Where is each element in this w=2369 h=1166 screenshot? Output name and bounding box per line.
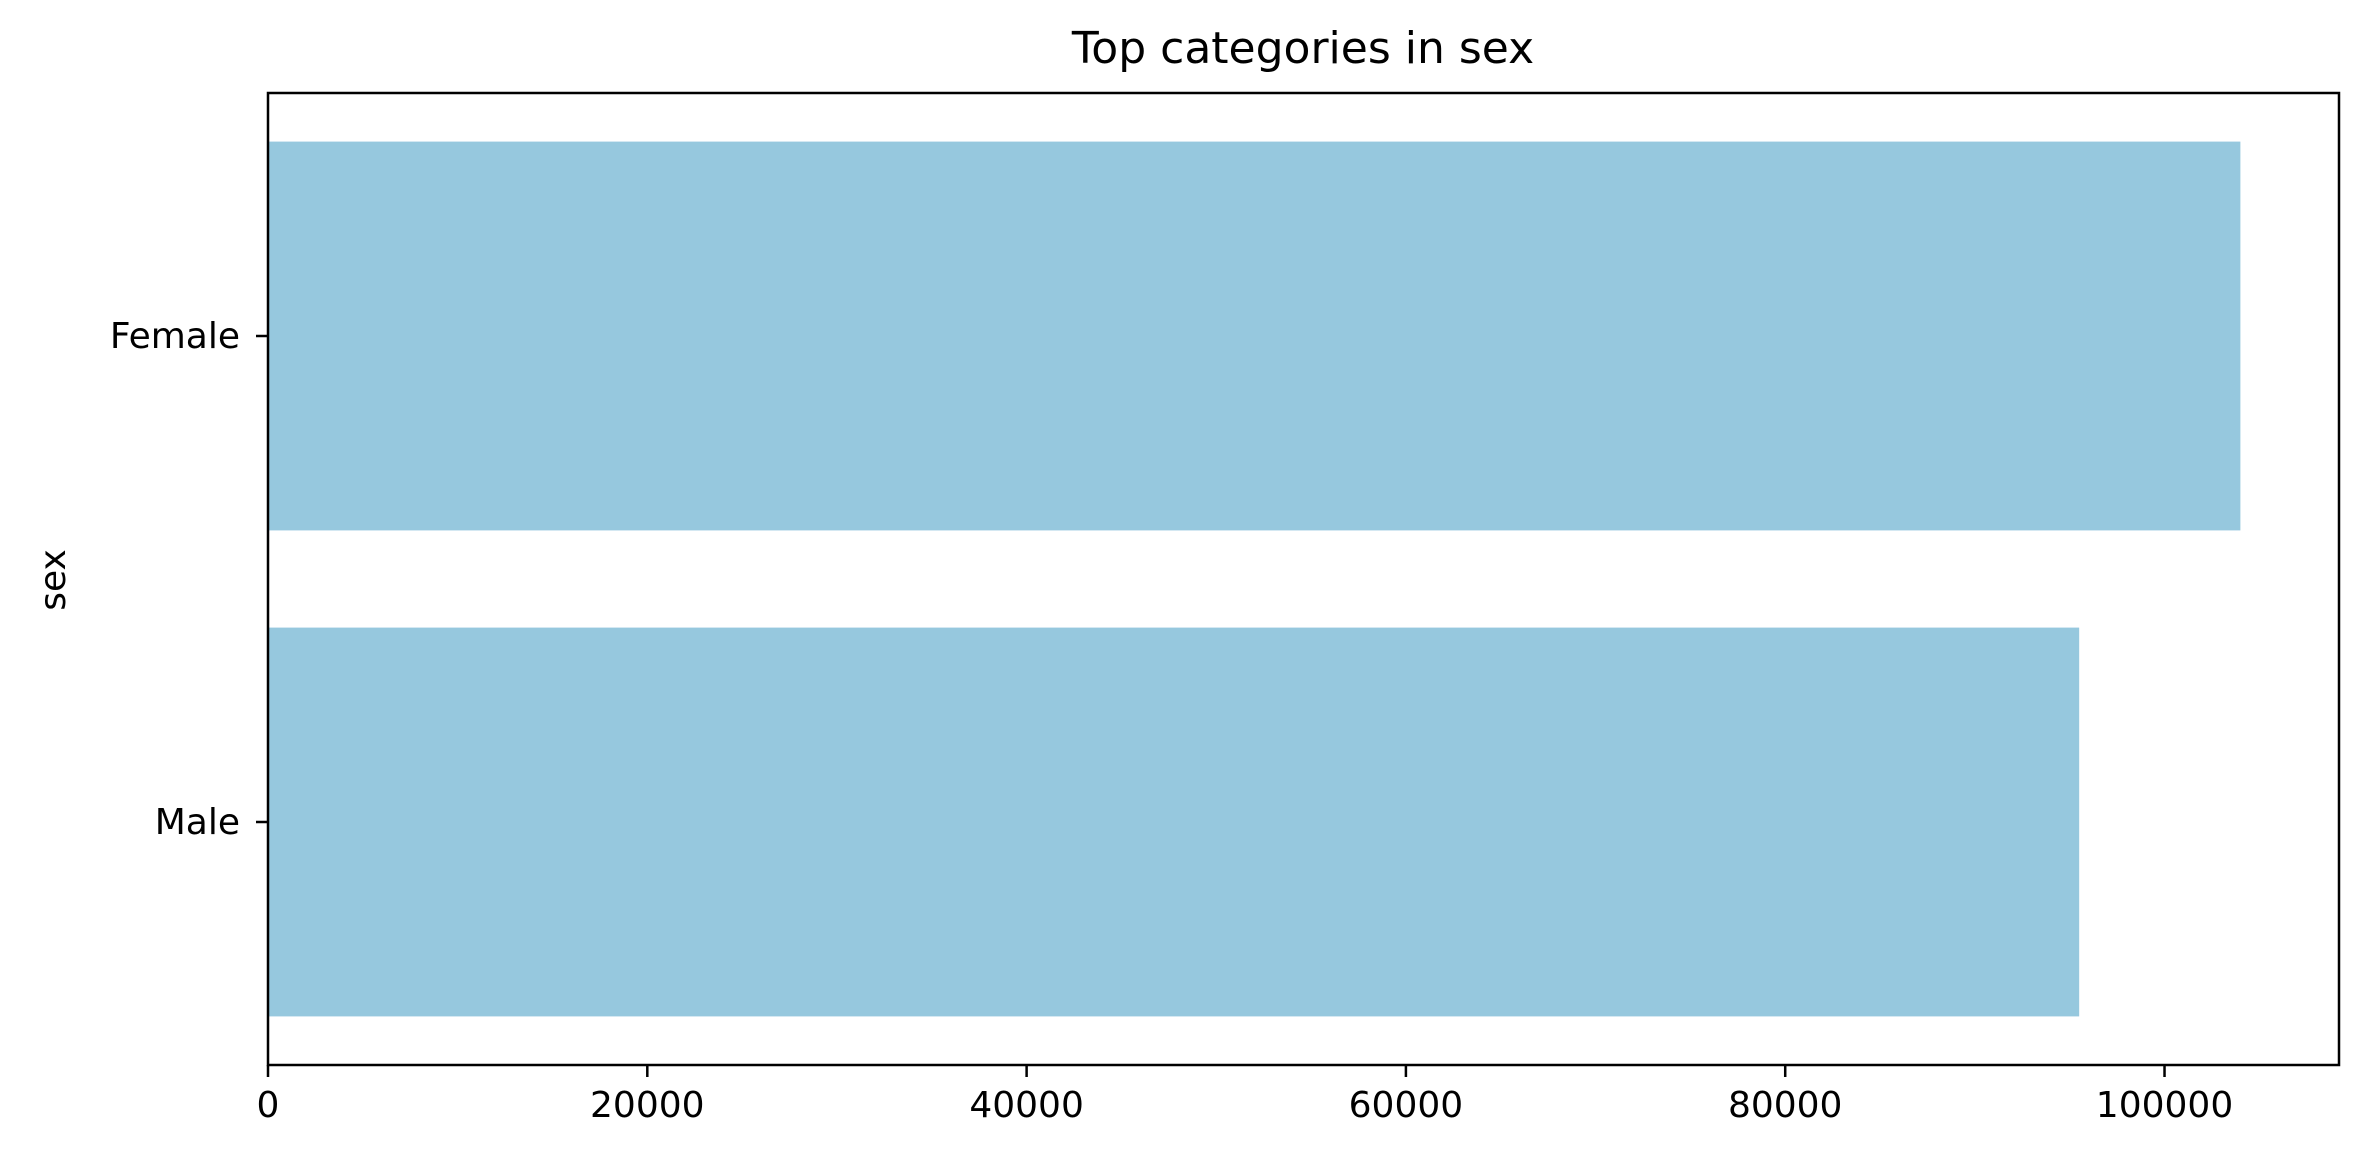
x-tick-label: 60000 [1349,1085,1464,1126]
bars-group [268,141,2241,1017]
y-tick-label: Female [110,316,240,357]
x-axis-ticks: 0 20000 40000 60000 80000 100000 [257,1065,2233,1126]
y-axis-label: sex [33,549,74,611]
x-tick-label: 20000 [590,1085,705,1126]
x-tick-label: 0 [257,1085,280,1126]
x-tick-label: 100000 [2096,1085,2233,1126]
y-tick-label: Male [155,802,240,843]
bar-female [268,141,2241,531]
x-tick-label: 40000 [969,1085,1084,1126]
bar-male [268,627,2080,1017]
plot-frame [266,91,2341,1067]
y-axis-ticks: Female Male [110,316,268,843]
chart-title: Top categories in sex [1071,23,1534,74]
x-tick-label: 80000 [1728,1085,1843,1126]
